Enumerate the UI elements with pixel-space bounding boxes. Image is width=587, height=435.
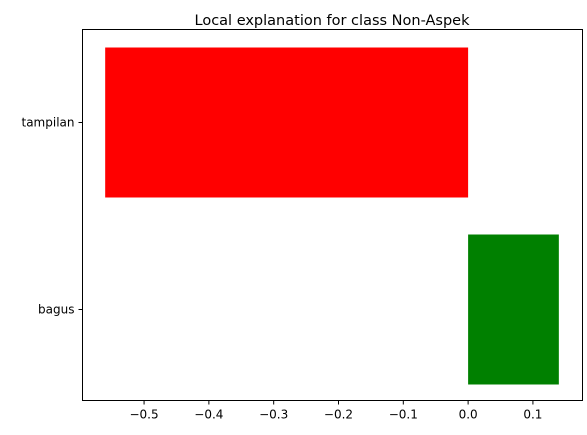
- chart-title: Local explanation for class Non-Aspek: [195, 13, 471, 29]
- x-tick-label: −0.2: [324, 408, 353, 422]
- x-tick-label: 0.1: [523, 408, 542, 422]
- x-tick-label: −0.4: [194, 408, 223, 422]
- x-tick-label: −0.3: [259, 408, 288, 422]
- y-tick-label: tampilan: [22, 116, 75, 130]
- bar-tampilan: [105, 47, 469, 198]
- plot-frame: [82, 29, 583, 401]
- y-axis: tampilan bagus: [22, 116, 83, 317]
- x-tick-label: 0.0: [459, 408, 478, 422]
- x-tick-label: −0.1: [389, 408, 418, 422]
- bars: [105, 47, 559, 385]
- bar-bagus: [468, 234, 559, 385]
- x-tick-label: −0.5: [129, 408, 158, 422]
- y-tick-label: bagus: [38, 303, 74, 317]
- x-axis: −0.5 −0.4 −0.3 −0.2 −0.1 0.0 0.1: [129, 400, 542, 422]
